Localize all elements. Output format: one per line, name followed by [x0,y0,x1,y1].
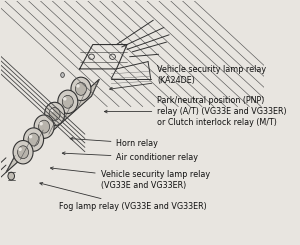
Ellipse shape [18,146,28,159]
Ellipse shape [29,135,32,138]
Ellipse shape [71,77,91,101]
Ellipse shape [13,141,33,164]
Ellipse shape [24,128,44,151]
Text: Horn relay: Horn relay [70,137,158,148]
Ellipse shape [110,54,116,59]
Ellipse shape [8,172,14,180]
Ellipse shape [50,109,53,113]
Ellipse shape [49,108,60,120]
Text: Air conditioner relay: Air conditioner relay [62,152,199,162]
Text: Park/neutral position (PNP)
relay (A/T) (VG33E and VG33ER)
or Clutch interlock r: Park/neutral position (PNP) relay (A/T) … [104,96,287,127]
Text: Vehicle security lamp relay
(VG33E and VG33ER): Vehicle security lamp relay (VG33E and V… [50,167,210,190]
Ellipse shape [63,97,67,101]
Ellipse shape [18,147,22,151]
Ellipse shape [76,83,86,95]
Ellipse shape [45,102,64,126]
Polygon shape [6,79,99,172]
Ellipse shape [58,90,78,113]
Ellipse shape [34,115,54,138]
Ellipse shape [62,95,73,108]
Ellipse shape [39,122,43,125]
Ellipse shape [61,73,64,77]
Ellipse shape [39,120,50,133]
Text: Vehicle security lamp relay
(KA24DE): Vehicle security lamp relay (KA24DE) [110,65,266,90]
Ellipse shape [88,54,94,59]
Text: Fog lamp relay (VG33E and VG33ER): Fog lamp relay (VG33E and VG33ER) [40,183,206,211]
Ellipse shape [28,133,39,146]
Ellipse shape [76,84,80,88]
